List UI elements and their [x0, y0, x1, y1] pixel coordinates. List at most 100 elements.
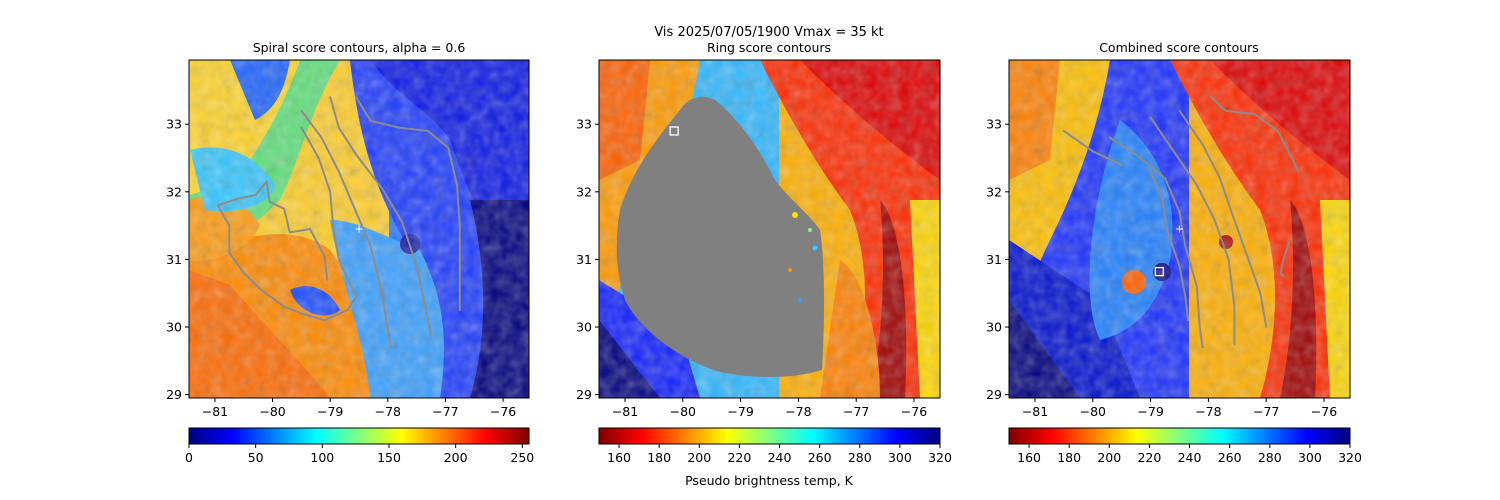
contour-lines — [1062, 96, 1299, 349]
colorbar-tick-label: 180 — [647, 450, 671, 465]
x-tick-label: −79 — [1137, 404, 1163, 419]
colorbar-tick-label: 220 — [1137, 450, 1161, 465]
contour-line — [216, 126, 358, 322]
y-tick-label: 33 — [986, 117, 1002, 132]
center-square-marker — [1154, 266, 1164, 277]
colorbar-tick-label: 180 — [1057, 450, 1081, 465]
x-tick-label: −79 — [727, 404, 753, 419]
colorbar-tick-label: 240 — [768, 450, 792, 465]
y-tick-label: 32 — [986, 184, 1002, 199]
x-axis: −81 −80 −79 −78 −77 −76 — [1022, 398, 1337, 419]
colorbar — [188, 427, 530, 445]
y-tick-label: 31 — [986, 252, 1002, 267]
contour-line — [1279, 241, 1291, 278]
x-tick-label: −76 — [490, 404, 516, 419]
x-tick-label: −81 — [612, 404, 638, 419]
y-tick-label: 33 — [166, 117, 182, 132]
colorbar-tick-label: 320 — [1338, 450, 1362, 465]
x-axis: −81 −80 −79 −78 −77 −76 — [202, 398, 516, 419]
x-tick-label: −79 — [317, 404, 343, 419]
colorbar-tick-label: 260 — [1218, 450, 1242, 465]
y-tick-label: 29 — [986, 387, 1002, 402]
colorbar-tick-label: 220 — [727, 450, 751, 465]
contour-line — [1178, 109, 1268, 328]
figure-suptitle: Vis 2025/07/05/1900 Vmax = 35 kt — [654, 25, 883, 40]
y-axis: 29 30 31 32 33 — [576, 117, 599, 402]
panel-title: Combined score contours — [1099, 40, 1259, 55]
colorbar-tick-label: 200 — [444, 450, 468, 465]
contour-line — [355, 96, 461, 312]
x-tick-label: −78 — [785, 404, 811, 419]
contour-line — [1210, 96, 1299, 173]
center-cross-marker — [1176, 225, 1183, 233]
x-tick-label: −80 — [670, 404, 696, 419]
colorbar-tick-label: 200 — [687, 450, 711, 465]
y-tick-label: 32 — [576, 184, 592, 199]
y-tick-label: 31 — [576, 252, 592, 267]
x-tick-label: −81 — [202, 404, 228, 419]
center-markers — [669, 126, 679, 136]
x-tick-label: −76 — [1311, 404, 1337, 419]
colorbar-tick-label: 280 — [1258, 450, 1282, 465]
contour-line — [329, 96, 432, 335]
colorbar-tick-label: 280 — [848, 450, 872, 465]
panel-spiral: Spiral score contours, alpha = 0.6 −81 −8… — [166, 40, 534, 465]
y-axis: 29 30 31 32 33 — [166, 117, 189, 402]
x-tick-label: −77 — [432, 404, 458, 419]
x-tick-label: −76 — [901, 404, 927, 419]
plot-frame — [1008, 59, 1351, 399]
colorbar-ticks: 160 180 200 220 240 260 280 300 320 — [1017, 444, 1362, 465]
contour-line — [1062, 130, 1123, 166]
colorbar-tick-label: 150 — [377, 450, 401, 465]
colorbar-tick-label: 300 — [888, 450, 912, 465]
colorbar-tick-label: 100 — [310, 450, 334, 465]
plot-frame — [598, 59, 941, 399]
colorbar-tick-label: 300 — [1298, 450, 1322, 465]
panel-ring: Ring score contours −81 −80 −79 −78 −77 −76 2… — [576, 40, 952, 488]
colorbar-tick-label: 250 — [510, 450, 534, 465]
colorbar-tick-label: 0 — [185, 450, 193, 465]
center-markers — [355, 225, 363, 233]
x-tick-label: −80 — [1080, 404, 1106, 419]
y-tick-label: 30 — [166, 320, 182, 335]
y-tick-label: 31 — [166, 252, 182, 267]
x-tick-label: −81 — [1022, 404, 1048, 419]
center-cross-marker — [355, 225, 363, 233]
plot-frame — [188, 59, 530, 399]
y-tick-label: 30 — [576, 320, 592, 335]
colorbar-tick-label: 320 — [928, 450, 952, 465]
y-tick-label: 29 — [166, 387, 182, 402]
colorbar-tick-label: 160 — [1017, 450, 1041, 465]
colorbar-tick-label: 50 — [248, 450, 264, 465]
y-tick-label: 30 — [986, 320, 1002, 335]
colorbar-tick-label: 240 — [1178, 450, 1202, 465]
x-axis: −81 −80 −79 −78 −77 −76 — [612, 398, 927, 419]
colorbar-tick-label: 160 — [607, 450, 631, 465]
colorbar — [598, 427, 941, 445]
ring-mask — [616, 97, 825, 378]
y-tick-label: 33 — [576, 117, 592, 132]
x-tick-label: −77 — [1253, 404, 1279, 419]
colorbar-tick-label: 200 — [1097, 450, 1121, 465]
center-square-marker — [669, 126, 679, 136]
x-tick-label: −78 — [1195, 404, 1221, 419]
y-tick-label: 32 — [166, 184, 182, 199]
contour-lines — [216, 96, 461, 349]
panel-title: Spiral score contours, alpha = 0.6 — [253, 40, 466, 55]
heatmap-image — [1009, 60, 1350, 398]
colorbar-ticks: 0 50 100 150 200 250 — [185, 444, 534, 465]
y-axis: 29 30 31 32 33 — [986, 117, 1009, 402]
contour-line — [1149, 170, 1190, 322]
y-tick-label: 29 — [576, 387, 592, 402]
x-tick-label: −77 — [843, 404, 869, 419]
contour-line — [1149, 116, 1236, 345]
colorbar-tick-label: 260 — [808, 450, 832, 465]
x-tick-label: −80 — [259, 404, 285, 419]
panel-title: Ring score contours — [707, 40, 831, 55]
colorbar-label: Pseudo brightness temp, K — [685, 473, 854, 488]
center-markers — [1154, 225, 1183, 277]
colorbar-ticks: 160 180 200 220 240 260 280 300 320 — [607, 444, 952, 465]
contour-line — [300, 109, 392, 349]
heatmap-image — [189, 60, 529, 398]
